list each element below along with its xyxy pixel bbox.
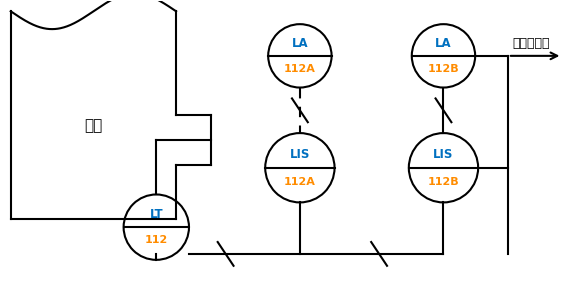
Text: 设备: 设备 bbox=[84, 118, 103, 133]
Text: LT: LT bbox=[149, 208, 163, 221]
Text: 至连锁系统: 至连锁系统 bbox=[513, 37, 550, 50]
Text: 112A: 112A bbox=[284, 64, 316, 74]
Text: LA: LA bbox=[291, 37, 308, 50]
Text: LIS: LIS bbox=[290, 148, 310, 161]
Text: 112B: 112B bbox=[428, 64, 459, 74]
Text: 112: 112 bbox=[145, 235, 168, 245]
Text: LIS: LIS bbox=[433, 148, 454, 161]
Text: 112B: 112B bbox=[428, 177, 459, 187]
Text: LA: LA bbox=[435, 37, 452, 50]
Text: 112A: 112A bbox=[284, 177, 316, 187]
